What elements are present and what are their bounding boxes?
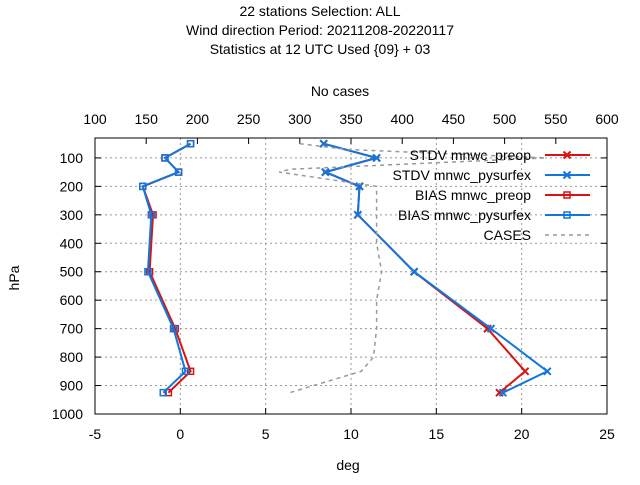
plot-frame [94, 137, 608, 415]
y-tick-label: 700 [60, 321, 84, 337]
y-tick-label: 900 [60, 378, 84, 394]
data-point-stroke [498, 388, 508, 397]
legend-label: BIAS mnwc_pysurfex [398, 207, 531, 223]
x-tick-label: 20 [514, 426, 530, 442]
data-point [319, 139, 328, 148]
y-tick-label: 500 [60, 264, 84, 280]
y-tick-label: 400 [60, 235, 84, 251]
data-point-stroke [355, 182, 364, 191]
legend-entry: BIAS mnwc_preop [415, 187, 590, 203]
data-point [174, 168, 183, 176]
data-point [543, 367, 552, 376]
series-4 [279, 142, 546, 394]
legend: STDV mnwc_preop STDV mnwc_pysurfex BIAS mn… [393, 147, 590, 243]
data-point [520, 367, 530, 376]
grid [95, 138, 607, 414]
x2-tick-label: 400 [391, 111, 415, 127]
data-point-stroke [353, 210, 363, 220]
data-point-stroke [543, 367, 552, 376]
chart-title: 22 stations Selection: ALL Wind directio… [186, 3, 454, 57]
legend-label: STDV mnwc_preop [410, 147, 532, 163]
x-tick-label: 5 [262, 426, 270, 442]
data-point [372, 153, 381, 163]
data-point [353, 210, 363, 220]
x2-tick-label: 500 [493, 111, 517, 127]
x2-tick-label: 550 [544, 111, 568, 127]
y-tick-label: 800 [60, 349, 84, 365]
y-axis-label: hPa [6, 265, 22, 290]
x-tick-label: -5 [89, 426, 102, 442]
legend-marker [563, 191, 571, 199]
legend-marker-stroke [562, 170, 572, 180]
x2-tick-label: 350 [339, 111, 363, 127]
x2-tick-label: 200 [186, 111, 210, 127]
legend-entry: BIAS mnwc_pysurfex [398, 207, 590, 223]
data-point [147, 211, 156, 219]
data-point [161, 154, 169, 162]
data-point [498, 388, 508, 397]
x2-tick-label: 450 [442, 111, 466, 127]
x-axis-label: deg [336, 457, 359, 473]
legend-label: CASES [484, 227, 531, 243]
x2-tick-label: 100 [83, 111, 107, 127]
data-point-stroke [319, 139, 328, 148]
ticks: -5 0 5 10 15 20 25 100 150 200 250 300 350 400 450 500 5… [52, 111, 619, 442]
chart-title-line-3: Statistics at 12 UTC Used {09} + 03 [210, 41, 431, 57]
y-tick-label: 1000 [52, 406, 83, 422]
data-point-stroke [372, 153, 381, 163]
x-tick-label: 15 [429, 426, 445, 442]
y-tick-label: 600 [60, 292, 84, 308]
data-point [159, 388, 168, 397]
legend-entry: STDV mnwc_pysurfex [393, 167, 590, 183]
series-3 [139, 139, 195, 397]
x-tick-label: 25 [599, 426, 615, 442]
chart-title-line-2: Wind direction Period: 20211208-20220117 [186, 22, 454, 38]
series-1 [319, 139, 552, 397]
data-point [144, 267, 152, 276]
data-point-stroke [409, 267, 419, 276]
series-line [279, 142, 546, 394]
x-tick-label: 0 [176, 426, 184, 442]
data-point [139, 182, 147, 191]
legend-label: STDV mnwc_pysurfex [393, 167, 531, 183]
x2-tick-label: 250 [237, 111, 261, 127]
legend-marker [562, 170, 572, 180]
x-tick-label: 10 [343, 426, 359, 442]
legend-entry: CASES [484, 227, 590, 243]
legend-marker [563, 211, 571, 219]
y-tick-label: 100 [60, 150, 84, 166]
y-tick-label: 200 [60, 178, 84, 194]
x2-tick-label: 300 [288, 111, 312, 127]
data-point [486, 324, 496, 333]
data-point-stroke [321, 167, 330, 177]
series-line [141, 142, 192, 394]
data-point-stroke [486, 324, 496, 333]
x2-tick-label: 150 [135, 111, 159, 127]
data-point [321, 167, 330, 177]
data-point [164, 388, 173, 397]
y-tick-label: 300 [60, 207, 84, 223]
data-point [169, 324, 178, 333]
data-point [181, 367, 190, 376]
legend-marker-stroke [562, 150, 572, 160]
data-point [409, 267, 419, 276]
series-group [139, 139, 552, 397]
legend-label: BIAS mnwc_preop [415, 187, 531, 203]
data-point-stroke [520, 367, 530, 376]
legend-entry: STDV mnwc_preop [410, 147, 590, 163]
data-point [186, 139, 195, 148]
data-point [186, 367, 195, 376]
legend-marker [562, 150, 572, 160]
x2-tick-label: 600 [595, 111, 619, 127]
chart-title-line-1: 22 stations Selection: ALL [239, 3, 400, 19]
x2-axis-label: No cases [311, 83, 369, 99]
